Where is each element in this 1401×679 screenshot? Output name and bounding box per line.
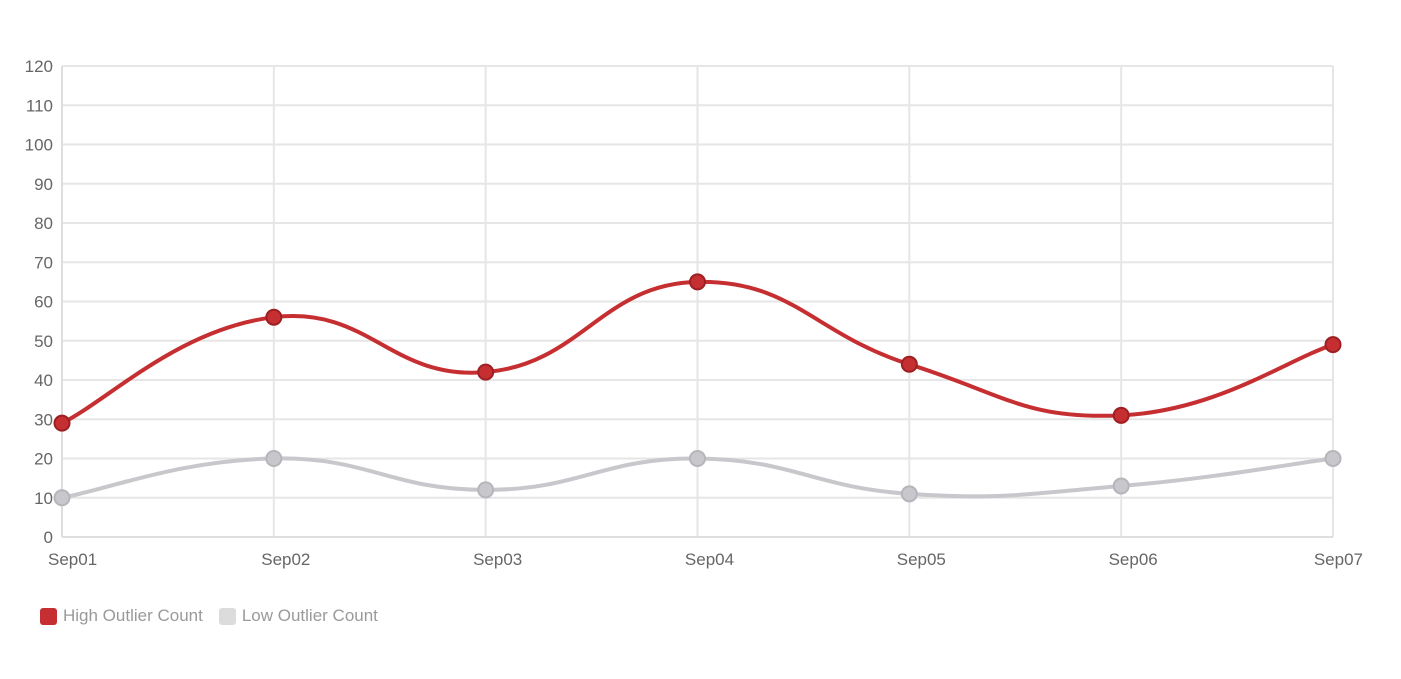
y-tick-label: 0 bbox=[44, 528, 53, 547]
legend-item-low-outlier-count[interactable]: Low Outlier Count bbox=[218, 606, 378, 626]
y-tick-label: 10 bbox=[34, 489, 53, 508]
data-point-high-Sep02[interactable] bbox=[265, 308, 283, 326]
x-tick-label: Sep02 bbox=[261, 550, 310, 569]
x-tick-label: Sep05 bbox=[897, 550, 946, 569]
y-tick-label: 70 bbox=[34, 253, 53, 272]
x-tick-label: Sep07 bbox=[1314, 550, 1363, 569]
y-tick-label: 100 bbox=[25, 136, 53, 155]
legend-label-low: Low Outlier Count bbox=[241, 606, 378, 625]
series-points bbox=[53, 273, 1342, 507]
y-tick-label: 50 bbox=[34, 332, 53, 351]
data-point-high-Sep03[interactable] bbox=[477, 363, 495, 381]
y-tick-label: 120 bbox=[25, 57, 53, 76]
data-point-low-Sep02[interactable] bbox=[265, 450, 283, 467]
data-point-high-Sep07[interactable] bbox=[1324, 336, 1342, 354]
legend-swatch-high bbox=[40, 607, 57, 625]
x-tick-label: Sep03 bbox=[473, 550, 522, 569]
axes: 0 10 20 30 40 50 60 70 80 90 100 110 120 Sep01 Sep02 Se… bbox=[25, 57, 1363, 569]
data-point-high-Sep06[interactable] bbox=[1112, 406, 1130, 424]
data-point-high-Sep05[interactable] bbox=[900, 355, 918, 373]
legend-item-high-outlier-count[interactable]: High Outlier Count bbox=[40, 606, 203, 626]
x-tick-label: Sep04 bbox=[685, 550, 734, 569]
line-chart: 0 10 20 30 40 50 60 70 80 90 100 110 120 Sep01 Sep02 Se… bbox=[25, 57, 1363, 569]
legend-label-high: High Outlier Count bbox=[63, 606, 203, 625]
legend-swatch-low bbox=[218, 607, 236, 625]
x-tick-label: Sep06 bbox=[1109, 550, 1158, 569]
y-tick-label: 80 bbox=[34, 214, 53, 233]
y-tick-label: 40 bbox=[34, 371, 53, 390]
y-tick-label: 60 bbox=[34, 293, 53, 312]
data-point-high-Sep04[interactable] bbox=[689, 273, 706, 291]
y-tick-label: 30 bbox=[34, 410, 53, 429]
data-point-low-Sep05[interactable] bbox=[900, 485, 918, 503]
data-point-low-Sep04[interactable] bbox=[689, 450, 706, 467]
y-tick-label: 90 bbox=[34, 175, 53, 194]
legend: High Outlier Count Low Outlier Count bbox=[40, 606, 378, 626]
data-point-low-Sep06[interactable] bbox=[1112, 477, 1130, 495]
y-tick-label: 20 bbox=[34, 450, 53, 469]
data-point-low-Sep03[interactable] bbox=[477, 481, 495, 499]
data-point-low-Sep07[interactable] bbox=[1324, 450, 1342, 467]
x-tick-label: Sep01 bbox=[48, 550, 97, 569]
y-tick-label: 110 bbox=[26, 96, 53, 115]
data-point-low-Sep01[interactable] bbox=[53, 489, 71, 507]
data-point-high-Sep01[interactable] bbox=[53, 414, 71, 432]
